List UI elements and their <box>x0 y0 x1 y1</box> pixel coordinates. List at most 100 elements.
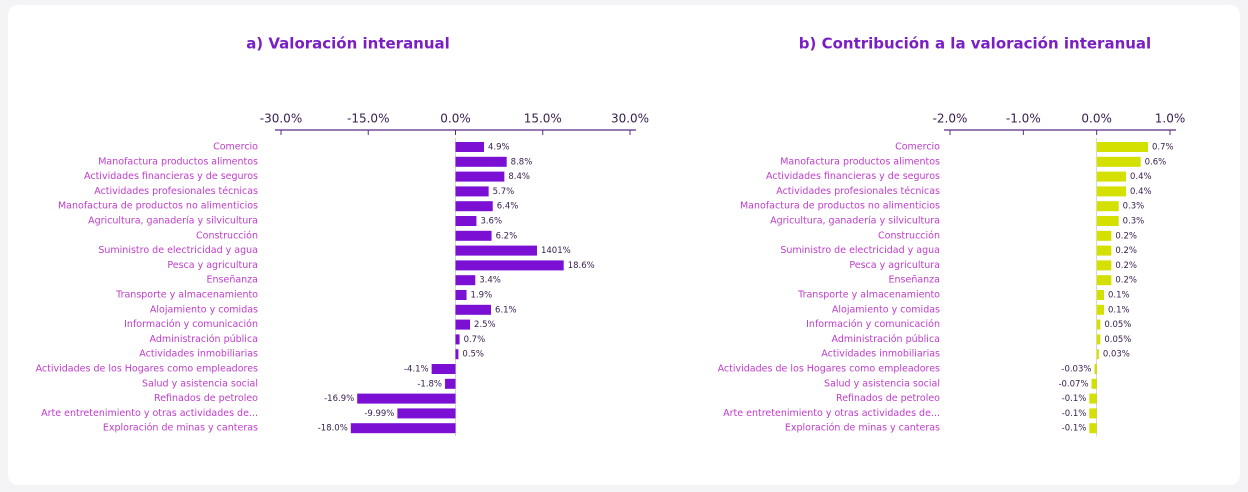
bar <box>455 186 489 197</box>
x-tick-label: -2.0% <box>933 112 968 126</box>
bar <box>445 378 456 389</box>
value-label: 2.5% <box>474 320 496 330</box>
chart-title: b) Contribución a la valoración interanu… <box>799 35 1151 53</box>
bar <box>455 230 492 241</box>
category-label: Salud y asistencia social <box>824 378 940 389</box>
bar <box>1094 364 1097 374</box>
bar <box>357 393 456 404</box>
category-label: Refinados de petroleo <box>154 393 258 404</box>
value-label: 3.4% <box>479 276 501 286</box>
x-tick-label: -1.0% <box>1006 112 1041 126</box>
bar <box>455 304 491 315</box>
category-label: Administración pública <box>150 334 258 345</box>
value-label: 0.3% <box>1123 202 1145 212</box>
category-label: Refinados de petroleo <box>836 393 940 404</box>
value-label: 0.7% <box>464 335 486 345</box>
category-label: Información y comunicación <box>806 319 940 330</box>
bar <box>455 245 537 256</box>
value-label: 8.4% <box>508 172 530 182</box>
bar <box>455 201 493 212</box>
bar <box>455 156 507 167</box>
value-label: 0.1% <box>1108 291 1130 301</box>
bar <box>397 408 456 419</box>
bar <box>1096 186 1126 197</box>
bar <box>455 290 467 300</box>
category-label: Manofactura productos alimentos <box>780 156 940 167</box>
category-label: Arte entretenimiento y otras actividades… <box>723 408 940 419</box>
bar <box>455 142 485 152</box>
category-label: Agricultura, ganadería y silvicultura <box>88 216 258 227</box>
category-label: Pesca y agricultura <box>849 260 940 271</box>
bar <box>455 319 471 330</box>
category-label: Manofactura de productos no alimenticios <box>740 201 940 212</box>
bar <box>1096 201 1119 212</box>
x-tick-label: 15.0% <box>524 112 562 126</box>
bar <box>455 260 564 271</box>
card <box>8 5 1240 485</box>
value-label: 8.8% <box>511 157 533 167</box>
bar <box>431 364 456 374</box>
category-label: Actividades profesionales técnicas <box>776 186 940 197</box>
category-label: Transporte y almacenamiento <box>797 290 940 301</box>
value-label: -1.8% <box>417 379 442 389</box>
value-label: 0.3% <box>1123 217 1145 227</box>
x-tick-label: 0.0% <box>440 112 471 126</box>
value-label: 0.2% <box>1115 231 1137 241</box>
category-label: Actividades financieras y de seguros <box>766 171 940 182</box>
category-label: Actividades profesionales técnicas <box>94 186 258 197</box>
value-label: 0.4% <box>1130 187 1152 197</box>
category-label: Alojamiento y comidas <box>832 304 940 315</box>
value-label: 1401% <box>541 246 571 256</box>
value-label: -16.9% <box>324 394 354 404</box>
value-label: 6.4% <box>497 202 519 212</box>
category-label: Enseñanza <box>207 275 259 286</box>
bar <box>1096 304 1104 315</box>
bar <box>1089 393 1097 404</box>
value-label: 0.6% <box>1145 157 1167 167</box>
category-label: Exploración de minas y canteras <box>785 423 940 434</box>
chart-title: a) Valoración interanual <box>246 35 450 53</box>
x-tick-label: 1.0% <box>1155 112 1186 126</box>
value-label: 0.5% <box>462 350 484 360</box>
bar <box>1089 423 1097 434</box>
value-label: -9.99% <box>364 409 394 419</box>
category-label: Información y comunicación <box>124 319 258 330</box>
bar <box>1096 156 1141 167</box>
category-label: Actividades financieras y de seguros <box>84 171 258 182</box>
category-label: Comercio <box>895 142 940 153</box>
value-label: 6.1% <box>495 305 517 315</box>
x-tick-label: 30.0% <box>611 112 649 126</box>
category-label: Construcción <box>196 230 258 241</box>
bar <box>455 275 476 286</box>
category-label: Manofactura de productos no alimenticios <box>58 201 258 212</box>
value-label: 0.7% <box>1152 143 1174 153</box>
category-label: Suministro de electricidad y agua <box>780 245 940 256</box>
category-label: Exploración de minas y canteras <box>103 423 258 434</box>
bar <box>350 423 456 434</box>
value-label: 0.2% <box>1115 246 1137 256</box>
value-label: 0.2% <box>1115 276 1137 286</box>
value-label: -0.03% <box>1061 365 1091 375</box>
category-label: Actividades de los Hogares como empleado… <box>36 364 258 375</box>
bar <box>1096 142 1148 152</box>
value-label: 3.6% <box>480 217 502 227</box>
value-label: 0.03% <box>1103 350 1130 360</box>
category-label: Arte entretenimiento y otras actividades… <box>41 408 258 419</box>
category-label: Salud y asistencia social <box>142 378 258 389</box>
category-label: Agricultura, ganadería y silvicultura <box>770 216 940 227</box>
bar <box>455 216 477 226</box>
bar <box>1096 230 1112 241</box>
value-label: -0.07% <box>1058 379 1088 389</box>
category-label: Manofactura productos alimentos <box>98 156 258 167</box>
bar <box>1096 349 1099 360</box>
value-label: 0.4% <box>1130 172 1152 182</box>
value-label: 4.9% <box>488 143 510 153</box>
bar <box>1096 319 1101 330</box>
value-label: 0.05% <box>1104 320 1131 330</box>
bar <box>455 349 459 360</box>
value-label: 5.7% <box>493 187 515 197</box>
x-tick-label: 0.0% <box>1081 112 1112 126</box>
bar <box>1096 275 1112 286</box>
bar <box>1096 334 1101 345</box>
